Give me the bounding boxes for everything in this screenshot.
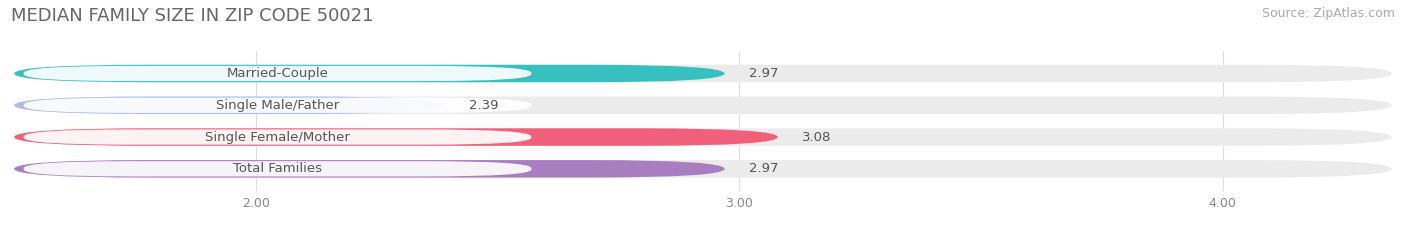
FancyBboxPatch shape [24, 129, 531, 145]
FancyBboxPatch shape [14, 65, 724, 82]
Text: Single Female/Mother: Single Female/Mother [205, 130, 350, 144]
FancyBboxPatch shape [14, 128, 1392, 146]
Text: Source: ZipAtlas.com: Source: ZipAtlas.com [1261, 7, 1395, 20]
FancyBboxPatch shape [14, 160, 1392, 178]
FancyBboxPatch shape [14, 160, 724, 178]
Text: 2.97: 2.97 [749, 162, 779, 175]
Text: 2.97: 2.97 [749, 67, 779, 80]
FancyBboxPatch shape [14, 96, 1392, 114]
Text: Single Male/Father: Single Male/Father [217, 99, 339, 112]
FancyBboxPatch shape [24, 98, 531, 113]
FancyBboxPatch shape [14, 65, 1392, 82]
FancyBboxPatch shape [14, 128, 778, 146]
Text: 3.08: 3.08 [801, 130, 831, 144]
FancyBboxPatch shape [24, 161, 531, 176]
Text: Married-Couple: Married-Couple [226, 67, 329, 80]
Text: 2.39: 2.39 [468, 99, 498, 112]
Text: MEDIAN FAMILY SIZE IN ZIP CODE 50021: MEDIAN FAMILY SIZE IN ZIP CODE 50021 [11, 7, 374, 25]
FancyBboxPatch shape [14, 96, 444, 114]
Text: Total Families: Total Families [233, 162, 322, 175]
FancyBboxPatch shape [24, 66, 531, 81]
